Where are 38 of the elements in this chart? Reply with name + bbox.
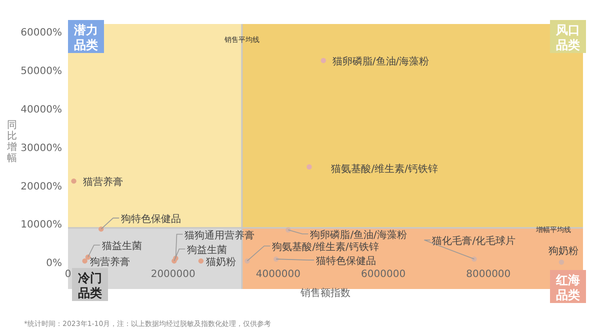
point (82, 258, 88, 264)
text: 猫特色保健品 (316, 255, 376, 268)
point (306, 164, 312, 170)
y-tick-label: 10000% (20, 220, 62, 231)
annotation: 冷门品类 (78, 271, 102, 300)
y-tick-label: 20000% (20, 181, 62, 192)
y-tick-label: 60000% (20, 28, 62, 39)
text: 狗氨基酸/维生素/钙铁锌 (272, 240, 379, 253)
annotation: 红海品类 (555, 273, 580, 302)
series-label: 猫奶粉 (206, 256, 236, 268)
series-label: 猫卵磷脂/鱼油/海藻粉 (332, 55, 430, 68)
x-tick-label: 0 (64, 269, 72, 280)
series-label: 猫狗通用营养膏 (184, 229, 255, 242)
point (71, 178, 76, 184)
y-tick-label: 30000% (20, 142, 62, 154)
point (198, 258, 204, 264)
point (320, 58, 326, 64)
y-tick-label: 40000% (20, 104, 62, 116)
series-label: 狗营养膏 (90, 256, 130, 268)
series-label: 猫益生菌 (102, 240, 142, 252)
series-label: 狗卵磷脂/鱼油/海藻粉 (310, 228, 407, 241)
x-tick-label: 6000000 (361, 269, 406, 280)
series-label: 猫营养膏 (82, 176, 123, 188)
x-axis-title: 销售额指数 (300, 287, 350, 299)
annotation: 风口品类 (555, 23, 580, 52)
annotation: 潜力品类 (73, 23, 98, 52)
point (558, 260, 564, 265)
series-label: 狗奶粉 (548, 245, 578, 258)
y-tick-label: 0% (46, 258, 62, 270)
y-tick-label: 50000% (20, 66, 62, 78)
series-label: 猫氨基酸/维生素/钙铁锌 (331, 162, 438, 175)
series-label: 狗特色保健品 (121, 213, 182, 226)
x-tick-label: 2000000 (150, 269, 196, 280)
y-axis-title: 同比增幅 (6, 120, 17, 164)
series-label: 狗益生菌 (187, 244, 228, 256)
x-tick-label: 8000000 (466, 269, 511, 280)
x-tick-label: 4000000 (256, 269, 300, 280)
series-label: 猫化毛膏/化毛球片 (432, 235, 516, 248)
